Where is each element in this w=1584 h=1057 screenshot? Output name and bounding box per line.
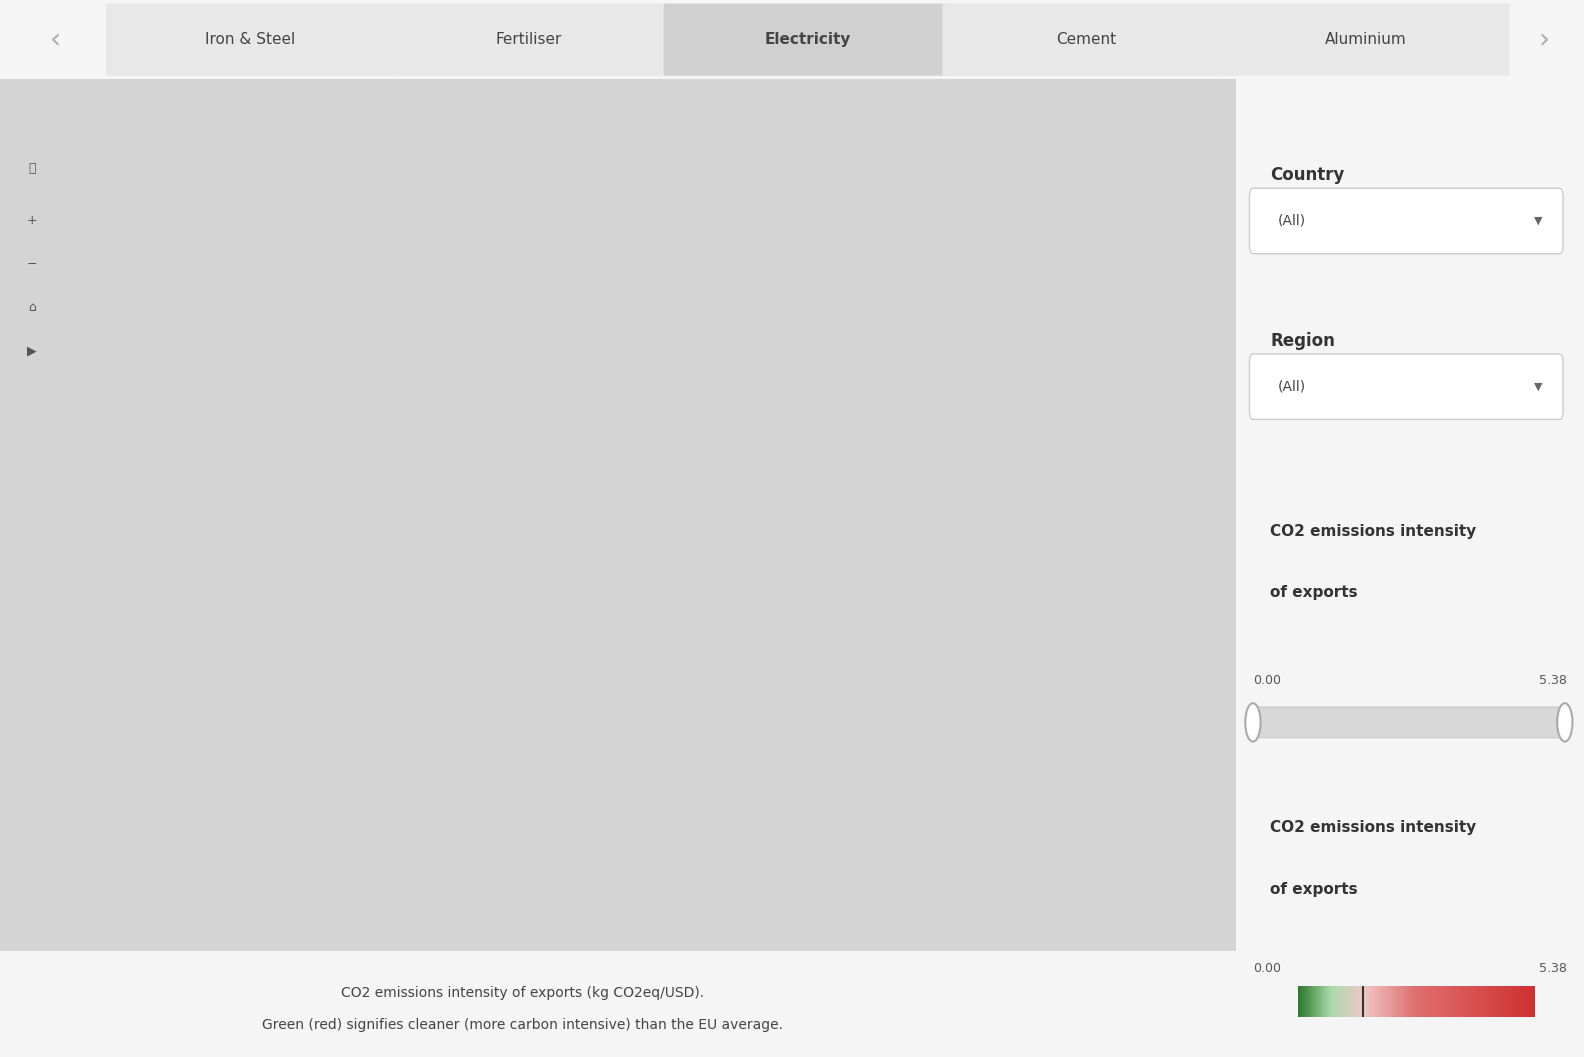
Text: 0.00: 0.00 [1253,674,1281,687]
Text: 0.00: 0.00 [1253,962,1281,976]
FancyBboxPatch shape [1221,3,1510,76]
Text: Fertiliser: Fertiliser [496,32,562,48]
FancyBboxPatch shape [1251,707,1568,738]
Text: ▼: ▼ [1533,382,1543,392]
Text: 5.38: 5.38 [1538,962,1567,976]
FancyBboxPatch shape [385,3,673,76]
Text: CO2 emissions intensity: CO2 emissions intensity [1270,524,1476,539]
FancyBboxPatch shape [106,3,394,76]
Text: ⌂: ⌂ [29,301,35,314]
Text: Country: Country [1270,166,1345,185]
Text: Electricity: Electricity [765,32,851,48]
Circle shape [1557,703,1573,742]
Text: ›: › [1538,25,1551,54]
Text: Cement: Cement [1057,32,1117,48]
Text: +: + [27,214,36,227]
FancyBboxPatch shape [1250,354,1563,420]
Text: Iron & Steel: Iron & Steel [206,32,295,48]
Text: Region: Region [1270,332,1335,350]
FancyBboxPatch shape [1250,188,1563,254]
Text: of exports: of exports [1270,585,1357,600]
Text: of exports: of exports [1270,882,1357,896]
FancyBboxPatch shape [664,3,952,76]
FancyBboxPatch shape [942,3,1231,76]
Text: (All): (All) [1277,214,1305,228]
Text: ‹: ‹ [49,25,62,54]
Text: Green (red) signifies cleaner (more carbon intensive) than the EU average.: Green (red) signifies cleaner (more carb… [263,1018,782,1032]
Text: 🔍: 🔍 [29,162,35,174]
Text: Aluminium: Aluminium [1324,32,1407,48]
Text: −: − [27,258,36,271]
Text: ▼: ▼ [1533,216,1543,226]
Text: (All): (All) [1277,379,1305,393]
Text: ▶: ▶ [27,345,36,357]
Text: 5.38: 5.38 [1538,674,1567,687]
Text: CO2 emissions intensity: CO2 emissions intensity [1270,820,1476,835]
Text: CO2 emissions intensity of exports (kg CO2eq/USD).: CO2 emissions intensity of exports (kg C… [341,986,705,1000]
Circle shape [1245,703,1261,742]
